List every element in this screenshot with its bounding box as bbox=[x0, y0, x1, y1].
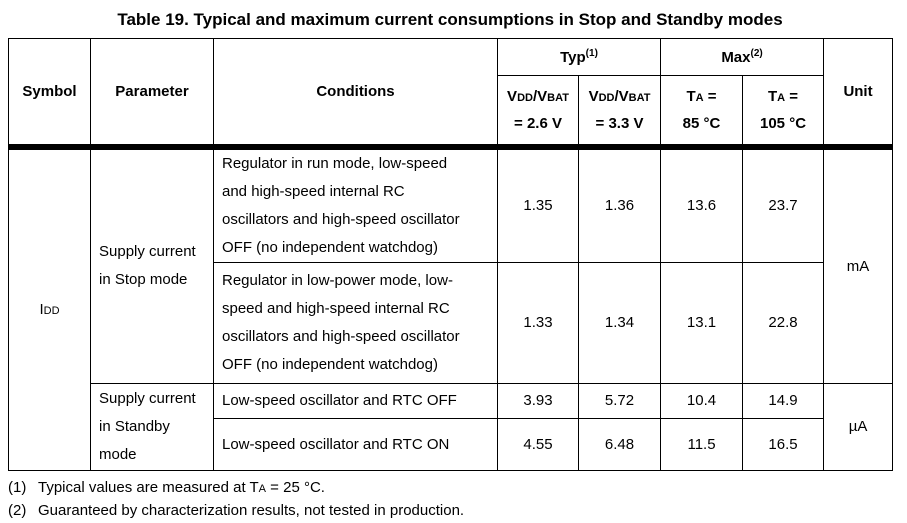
table-row: Low-speed oscillator and RTC ON 4.55 6.4… bbox=[9, 417, 893, 471]
table-row: Regulator in low-power mode, low- speed … bbox=[9, 261, 893, 384]
condition-line: oscillators and high-speed oscillator bbox=[222, 327, 460, 345]
table-row: Supply current in Standby mode Low-speed… bbox=[9, 382, 894, 471]
conditions-cell: Regulator in run mode, low-speed and hig… bbox=[213, 143, 498, 263]
equals-sign: = bbox=[703, 87, 717, 105]
table-title: Table 19. Typical and maximum current co… bbox=[117, 10, 783, 29]
value-cell: 22.8 bbox=[742, 261, 825, 384]
value-cell: 13.6 bbox=[660, 143, 744, 263]
unit-ua-cell: µA bbox=[823, 382, 894, 471]
value-cell: 4.55 bbox=[497, 417, 579, 471]
vdd-subscript: DD bbox=[517, 91, 533, 104]
conditions-cell: Low-speed oscillator and RTC ON bbox=[213, 417, 498, 471]
typ-footnote-ref: (1) bbox=[585, 48, 598, 59]
parameter-stop-mode-cell: Supply current in Stop mode bbox=[90, 143, 214, 384]
condition-line: OFF (no independent watchdog) bbox=[222, 355, 438, 373]
ta-symbol: T bbox=[686, 87, 696, 105]
unit-ma-cell: mA bbox=[823, 143, 894, 384]
conditions-cell: Low-speed oscillator and RTC OFF bbox=[213, 382, 498, 419]
vdd-symbol: V bbox=[507, 87, 518, 105]
voltage-value: = 3.3 V bbox=[595, 114, 644, 132]
footnotes: (1) Typical values are measured at TA = … bbox=[8, 477, 898, 523]
condition-line: speed and high-speed internal RC bbox=[222, 299, 450, 317]
footnote-number: (1) bbox=[8, 479, 27, 496]
value-cell: 1.35 bbox=[497, 143, 579, 263]
col-header-ta-85: TA = 85 °C bbox=[660, 75, 744, 147]
parameter-line: Supply current bbox=[99, 243, 196, 260]
ta-subscript: A bbox=[695, 91, 704, 104]
col-header-ta-105: TA = 105 °C bbox=[742, 75, 825, 147]
col-header-typ: Typ(1) bbox=[496, 38, 662, 76]
col-header-parameter: Parameter bbox=[90, 38, 214, 147]
symbol-idd-cell: IDD bbox=[8, 143, 91, 471]
condition-line: and high-speed internal RC bbox=[222, 182, 405, 200]
footnote-number: (2) bbox=[8, 502, 27, 519]
idd-symbol: I bbox=[39, 301, 44, 318]
idd-subscript: DD bbox=[43, 305, 60, 317]
vdd-subscript: DD bbox=[598, 91, 615, 104]
value-cell: 10.4 bbox=[660, 382, 744, 419]
value-cell: 6.48 bbox=[577, 417, 662, 471]
ta-subscript: A bbox=[258, 483, 267, 495]
value-cell: 13.1 bbox=[660, 261, 744, 384]
equals-sign: = bbox=[785, 87, 799, 105]
ta-symbol: T bbox=[767, 87, 778, 105]
vdd-symbol: V bbox=[588, 87, 599, 105]
value-cell: 3.93 bbox=[497, 382, 579, 419]
value-cell: 1.34 bbox=[577, 261, 662, 384]
conditions-cell: Regulator in low-power mode, low- speed … bbox=[213, 261, 498, 384]
vbat-subscript: BAT bbox=[547, 91, 569, 104]
vbat-symbol: /V bbox=[532, 87, 548, 105]
footnote-text: Guaranteed by characterization results, … bbox=[38, 502, 465, 519]
condition-line: Regulator in low-power mode, low- bbox=[222, 271, 453, 289]
current-consumption-table: Symbol Parameter Conditions Typ(1) Max(2… bbox=[8, 38, 894, 471]
col-header-vdd-2v6: VDD/VBAT = 2.6 V bbox=[497, 75, 579, 147]
temperature-value: 85 °C bbox=[682, 114, 721, 132]
typ-label: Typ bbox=[560, 49, 586, 66]
temperature-value: 105 °C bbox=[760, 114, 807, 132]
col-header-conditions: Conditions bbox=[213, 38, 498, 147]
parameter-line: in Standby bbox=[99, 417, 170, 435]
value-cell: 11.5 bbox=[660, 417, 744, 471]
table-row: IDD Supply current in Stop mode Regulato… bbox=[8, 143, 894, 471]
footnote-1: (1) Typical values are measured at TA = … bbox=[8, 477, 898, 500]
parameter-standby-mode-cell: Supply current in Standby mode bbox=[90, 382, 214, 471]
value-cell: 14.9 bbox=[742, 382, 825, 419]
condition-line: oscillators and high-speed oscillator bbox=[222, 210, 460, 228]
parameter-line: mode bbox=[99, 445, 137, 463]
col-header-unit: Unit bbox=[823, 38, 894, 147]
parameter-line: Supply current bbox=[99, 389, 196, 407]
condition-line: OFF (no independent watchdog) bbox=[222, 238, 438, 256]
col-header-max: Max(2) bbox=[660, 38, 825, 76]
max-label: Max bbox=[721, 49, 751, 66]
value-cell: 23.7 bbox=[742, 143, 825, 263]
footnote-text: Typical values are measured at TA = 25 °… bbox=[38, 479, 325, 496]
vbat-symbol: /V bbox=[614, 87, 629, 105]
condition-line: Regulator in run mode, low-speed bbox=[222, 154, 448, 172]
col-header-symbol: Symbol bbox=[8, 38, 91, 147]
ta-subscript: A bbox=[777, 91, 786, 104]
value-cell: 1.33 bbox=[497, 261, 579, 384]
max-footnote-ref: (2) bbox=[750, 48, 763, 59]
vbat-subscript: BAT bbox=[628, 91, 651, 104]
voltage-value: = 2.6 V bbox=[514, 114, 562, 132]
value-cell: 1.36 bbox=[577, 143, 662, 263]
parameter-line: in Stop mode bbox=[99, 271, 188, 288]
footnote-2: (2) Guaranteed by characterization resul… bbox=[8, 500, 898, 523]
col-header-vdd-3v3: VDD/VBAT = 3.3 V bbox=[577, 75, 662, 147]
value-cell: 5.72 bbox=[577, 382, 662, 419]
value-cell: 16.5 bbox=[742, 417, 825, 471]
